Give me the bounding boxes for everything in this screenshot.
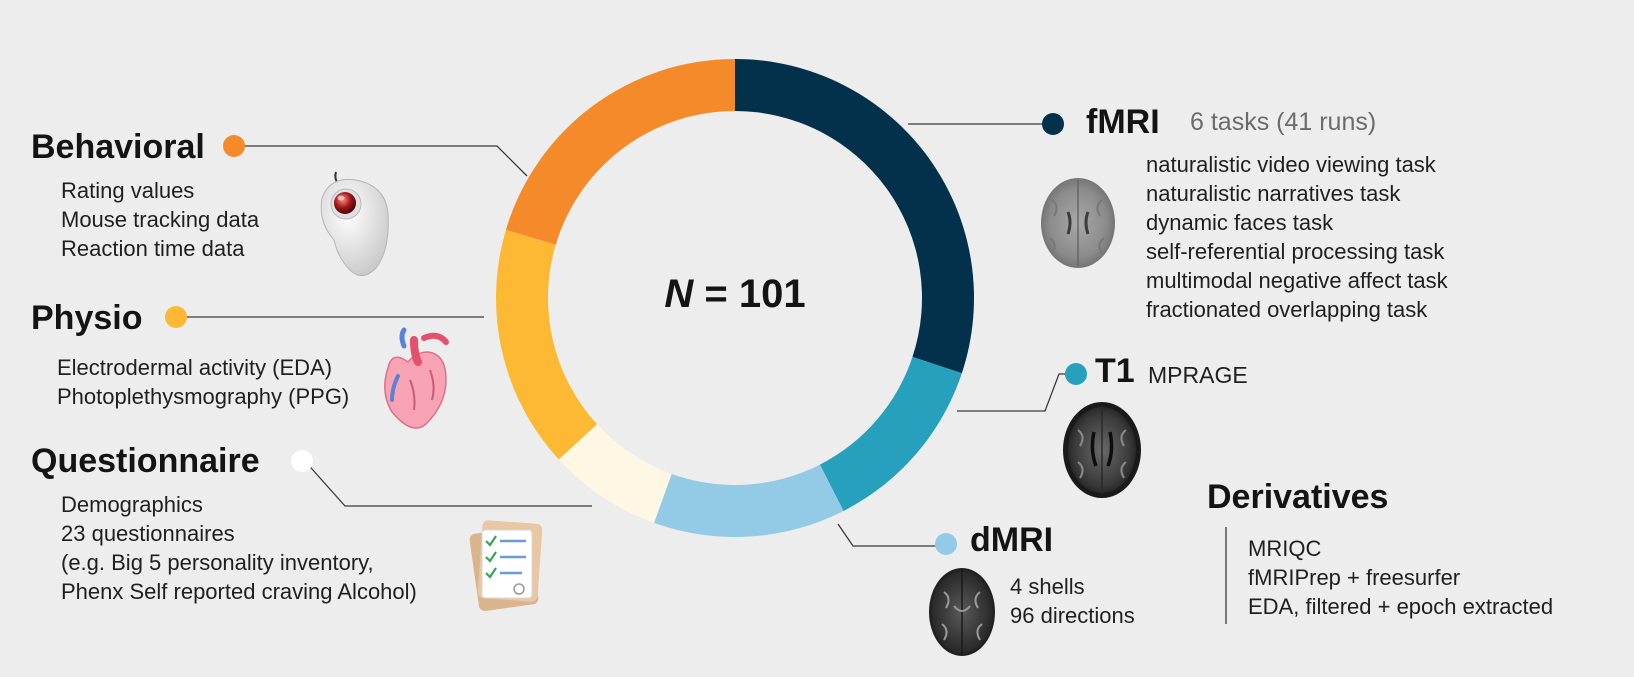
fmri-items: naturalistic video viewing task naturali… [1146,150,1448,324]
list-item: naturalistic narratives task [1146,181,1401,206]
dmri-items: 4 shells 96 directions [1010,572,1135,630]
behavioral-title: Behavioral [31,128,205,166]
list-item: Demographics [61,492,203,517]
n-symbol: N [664,272,694,316]
list-item: Photoplethysmography (PPG) [57,384,350,409]
physio-items: Electrodermal activity (EDA) Photoplethy… [57,353,349,411]
t1-dot [1065,363,1087,385]
dmri-title: dMRI [970,521,1054,559]
brain-t1-icon [1063,402,1141,498]
list-item: fractionated overlapping task [1146,297,1428,322]
questionnaire-items: Demographics 23 questionnaires (e.g. Big… [61,490,417,606]
list-item: EDA, filtered + epoch extracted [1248,594,1554,619]
dmri-dot [935,533,957,555]
connector-dmri [837,523,944,547]
list-item: multimodal negative affect task [1146,268,1448,293]
connector-lines [176,123,1227,624]
ring-segment-questionnaire [558,424,672,523]
ring-segment-behavioral [505,59,735,245]
list-item: MRIQC [1248,536,1322,561]
clipboard-checklist-icon [469,520,543,612]
ring-segment-t1 [819,356,962,511]
behavioral-dot [223,135,245,157]
behavioral-items: Rating values Mouse tracking data Reacti… [61,176,259,263]
list-item: fMRIPrep + freesurfer [1248,565,1461,590]
list-item: Reaction time data [61,236,245,261]
list-item: dynamic faces task [1146,210,1334,235]
n-value: = 101 [704,272,806,316]
trackball-mouse-icon [320,171,389,276]
physio-dot [165,306,187,328]
list-item: Rating values [61,178,195,203]
derivatives-title: Derivatives [1207,478,1389,516]
questionnaire-dot [291,450,313,472]
list-item: 23 questionnaires [61,521,235,546]
physio-title: Physio [31,299,143,337]
derivatives-items: MRIQC fMRIPrep + freesurfer EDA, filtere… [1248,534,1553,621]
fmri-subtitle: 6 tasks (41 runs) [1190,108,1377,136]
donut-ring [496,59,974,538]
connector-questionnaire [303,459,592,507]
fmri-dot [1042,113,1064,135]
list-item: self-referential processing task [1146,239,1445,264]
list-item: Mouse tracking data [61,207,260,232]
t1-subtitle: MPRAGE [1148,362,1248,388]
ring-segment-fmri [735,59,974,374]
ring-segment-dmri [654,464,844,538]
heart-icon [384,327,449,429]
list-item: Phenx Self reported craving Alcohol) [61,579,417,604]
fmri-title: fMRI [1086,103,1160,141]
list-item: 96 directions [1010,603,1135,628]
brain-fmri-icon [1041,178,1115,268]
sample-size-label: N = 101 [585,272,885,317]
brain-dmri-icon [929,568,995,656]
connector-behavioral [236,145,528,177]
ring-segment-physio [496,229,598,460]
list-item: (e.g. Big 5 personality inventory, [61,550,374,575]
list-item: 4 shells [1010,574,1085,599]
t1-title: T1 [1095,352,1135,390]
questionnaire-title: Questionnaire [31,442,260,480]
list-item: Electrodermal activity (EDA) [57,355,333,380]
connector-t1 [957,373,1075,412]
list-item: naturalistic video viewing task [1146,152,1436,177]
